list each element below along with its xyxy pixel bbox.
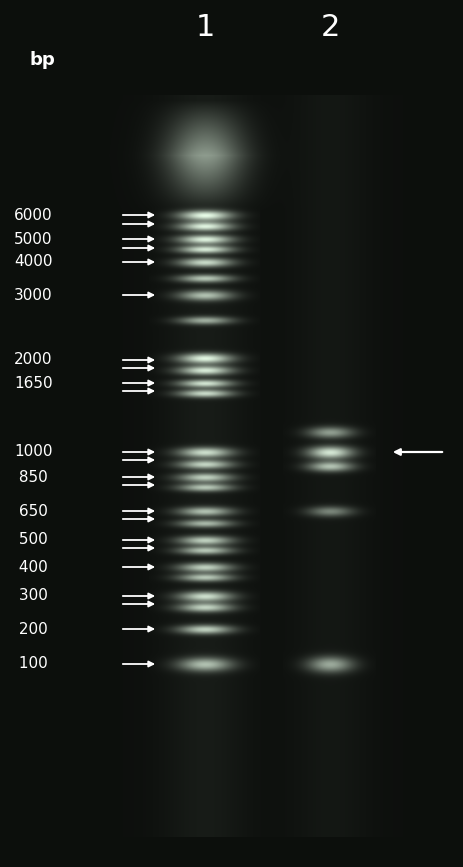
Text: 6000: 6000 [14,207,52,223]
Text: 4000: 4000 [14,255,52,270]
Text: 200: 200 [14,622,48,636]
Text: 500: 500 [14,532,48,547]
Text: 650: 650 [14,504,48,518]
Text: 400: 400 [14,559,48,575]
Text: 100: 100 [14,656,48,672]
Text: 2000: 2000 [14,353,52,368]
Text: 2: 2 [319,14,339,42]
Text: 1650: 1650 [14,375,52,390]
Text: 5000: 5000 [14,231,52,246]
Text: bp: bp [30,51,56,69]
Text: 1000: 1000 [14,445,52,460]
Text: 850: 850 [14,470,48,485]
Text: 3000: 3000 [14,288,52,303]
Text: 300: 300 [14,589,48,603]
Text: 1: 1 [195,14,214,42]
